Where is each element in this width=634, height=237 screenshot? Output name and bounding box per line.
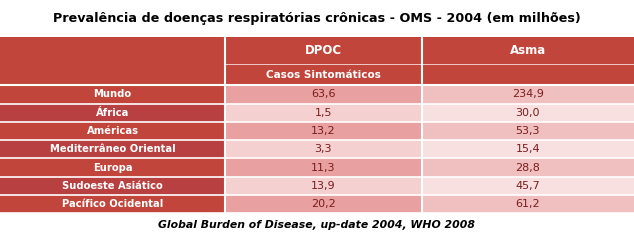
Bar: [422, 85, 634, 104]
Text: Mediterrâneo Oriental: Mediterrâneo Oriental: [49, 144, 176, 154]
Bar: [225, 177, 422, 195]
Bar: [422, 64, 634, 85]
Text: 3,3: 3,3: [314, 144, 332, 154]
Text: Sudoeste Asiático: Sudoeste Asiático: [62, 181, 163, 191]
Text: 30,0: 30,0: [515, 108, 540, 118]
Text: 13,9: 13,9: [311, 181, 335, 191]
Bar: [0, 195, 225, 213]
Bar: [0, 177, 225, 195]
Text: 20,2: 20,2: [311, 199, 336, 209]
Bar: [422, 159, 634, 177]
Text: Casos Sintomáticos: Casos Sintomáticos: [266, 70, 381, 80]
Text: 61,2: 61,2: [515, 199, 540, 209]
Text: DPOC: DPOC: [305, 44, 342, 57]
Bar: [0, 140, 225, 159]
Text: 1,5: 1,5: [314, 108, 332, 118]
Bar: [225, 85, 422, 104]
Bar: [0, 64, 225, 85]
Bar: [422, 37, 634, 64]
Text: 28,8: 28,8: [515, 163, 540, 173]
Text: 63,6: 63,6: [311, 89, 335, 100]
Bar: [225, 104, 422, 122]
Bar: [225, 37, 422, 64]
Bar: [225, 159, 422, 177]
Text: Europa: Europa: [93, 163, 133, 173]
Bar: [422, 195, 634, 213]
Text: 11,3: 11,3: [311, 163, 335, 173]
Bar: [422, 104, 634, 122]
Text: Global Burden of Disease, up-date 2004, WHO 2008: Global Burden of Disease, up-date 2004, …: [158, 220, 476, 230]
Text: Asma: Asma: [510, 44, 546, 57]
Text: 45,7: 45,7: [515, 181, 540, 191]
Bar: [0, 85, 225, 104]
Text: 13,2: 13,2: [311, 126, 335, 136]
Bar: [0, 122, 225, 140]
Bar: [422, 140, 634, 159]
Text: Mundo: Mundo: [93, 89, 132, 100]
Bar: [225, 140, 422, 159]
Text: África: África: [96, 108, 129, 118]
Bar: [422, 177, 634, 195]
Text: Pacífico Ocidental: Pacífico Ocidental: [62, 199, 163, 209]
Text: 234,9: 234,9: [512, 89, 544, 100]
Bar: [0, 159, 225, 177]
Text: 53,3: 53,3: [515, 126, 540, 136]
Bar: [225, 122, 422, 140]
Bar: [225, 64, 422, 85]
Bar: [0, 37, 225, 64]
Bar: [225, 195, 422, 213]
Text: 15,4: 15,4: [515, 144, 540, 154]
Bar: [422, 122, 634, 140]
Text: Américas: Américas: [86, 126, 139, 136]
Bar: [0, 104, 225, 122]
Text: Prevalência de doenças respiratórias crônicas - OMS - 2004 (em milhões): Prevalência de doenças respiratórias crô…: [53, 12, 581, 25]
